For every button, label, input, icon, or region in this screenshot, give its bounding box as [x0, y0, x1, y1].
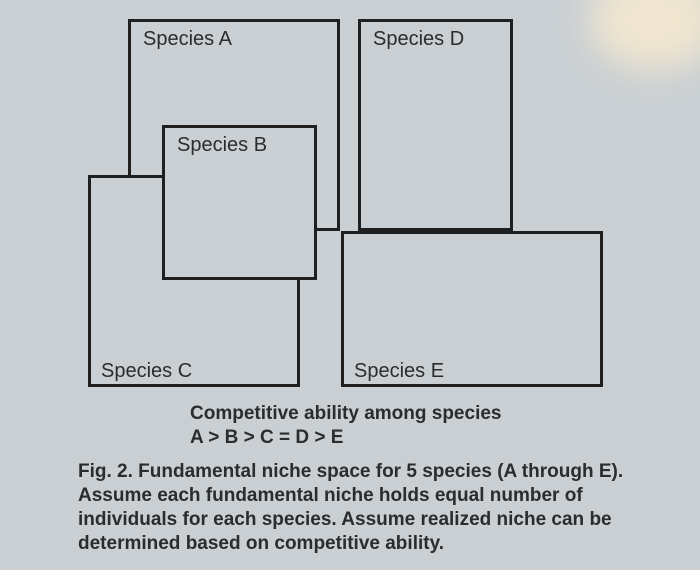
- competitive-line1: Competitive ability among species: [190, 402, 501, 426]
- figure-canvas: Species A Species D Species C Species B …: [0, 0, 700, 570]
- niche-label-a: Species A: [143, 28, 232, 51]
- figure-caption: Fig. 2. Fundamental niche space for 5 sp…: [78, 460, 638, 556]
- caption-line-a: Fig. 2. Fundamental niche space for 5 sp…: [78, 460, 638, 484]
- page-glare: [590, 0, 700, 70]
- competitive-line2: A > B > C = D > E: [190, 426, 501, 450]
- caption-line-d: determined based on competitive ability.: [78, 532, 638, 556]
- niche-label-e: Species E: [354, 360, 444, 383]
- niche-box-d: Species D: [358, 19, 513, 231]
- caption-line-c: individuals for each species. Assume rea…: [78, 508, 638, 532]
- competitive-ability-text: Competitive ability among species A > B …: [190, 402, 501, 450]
- caption-line-b: Assume each fundamental niche holds equa…: [78, 484, 638, 508]
- niche-label-c: Species C: [101, 360, 192, 383]
- niche-label-d: Species D: [373, 28, 464, 51]
- niche-box-b: Species B: [162, 125, 317, 280]
- niche-box-e: Species E: [341, 231, 603, 387]
- niche-label-b: Species B: [177, 134, 267, 157]
